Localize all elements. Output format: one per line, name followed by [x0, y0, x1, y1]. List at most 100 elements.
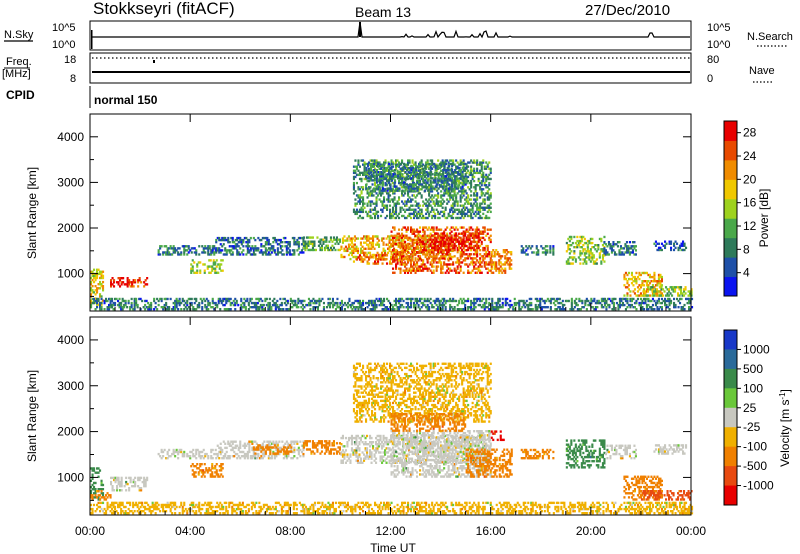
- heatmap-cell: [416, 189, 419, 192]
- heatmap-cell: [467, 236, 470, 239]
- heatmap-cell: [272, 247, 275, 250]
- heatmap-cell: [366, 192, 369, 195]
- heatmap-cell: [452, 159, 455, 162]
- heatmap-cell: [443, 162, 446, 166]
- cpid-label: CPID: [6, 88, 35, 102]
- heatmap-cell: [423, 242, 426, 246]
- heatmap-cell: [376, 241, 379, 244]
- heatmap-cell: [442, 175, 445, 178]
- heatmap-cell: [261, 236, 264, 240]
- heatmap-cell: [396, 238, 399, 242]
- heatmap-cell: [453, 228, 456, 231]
- heatmap-cell: [422, 200, 425, 203]
- heatmap-cell: [544, 249, 547, 252]
- heatmap-cell: [468, 244, 471, 248]
- heatmap-cell: [279, 308, 282, 311]
- heatmap-cell: [105, 297, 108, 301]
- heatmap-cell: [260, 238, 263, 242]
- nsky-trace: [92, 21, 690, 39]
- heatmap-cell: [405, 244, 408, 248]
- heatmap-cell: [389, 216, 392, 220]
- heatmap-cell: [670, 301, 673, 305]
- heatmap-cell: [465, 196, 468, 199]
- heatmap-cell: [456, 179, 459, 183]
- heatmap-cell: [485, 301, 488, 305]
- heatmap-cell: [454, 187, 457, 190]
- heatmap-cell: [393, 196, 396, 199]
- heatmap-cell: [268, 303, 271, 307]
- heatmap-cell: [306, 303, 309, 307]
- heatmap-cell: [626, 286, 629, 289]
- heatmap-cell: [439, 166, 442, 170]
- heatmap-cell: [626, 273, 629, 277]
- heatmap-cell: [293, 238, 296, 242]
- heatmap-cell: [440, 204, 443, 207]
- heatmap-cell: [388, 187, 391, 190]
- heatmap-cell: [347, 243, 350, 246]
- heatmap-cell: [435, 265, 438, 268]
- heatmap-cell: [300, 306, 303, 309]
- heatmap-cell: [247, 303, 250, 307]
- heatmap-cell: [508, 251, 511, 254]
- heatmap-cell: [493, 267, 496, 270]
- heatmap-cell: [641, 308, 644, 311]
- heatmap-cell: [464, 232, 467, 235]
- heatmap-cell: [376, 237, 379, 240]
- heatmap-cell: [452, 198, 455, 201]
- nsky-panel-frame: [89, 20, 692, 51]
- heatmap-cell: [379, 181, 382, 184]
- heatmap-cell: [461, 251, 464, 254]
- heatmap-cell: [429, 249, 432, 252]
- heatmap-cell: [465, 171, 468, 175]
- heatmap-cell: [177, 301, 180, 305]
- heatmap-cell: [486, 204, 489, 207]
- heatmap-cell: [326, 246, 329, 250]
- heatmap-cell: [435, 238, 438, 241]
- heatmap-cell: [483, 301, 486, 305]
- heatmap-cell: [438, 257, 441, 260]
- heatmap-cell: [183, 247, 186, 250]
- heatmap-cell: [419, 226, 422, 229]
- heatmap-cell: [115, 297, 118, 301]
- heatmap-cell: [470, 226, 473, 229]
- heatmap-cell: [505, 261, 508, 264]
- heatmap-cell: [316, 236, 319, 239]
- heatmap-cell: [243, 236, 246, 240]
- heatmap-cell: [489, 192, 492, 195]
- heatmap-cell: [380, 173, 383, 176]
- heatmap-cell: [414, 299, 417, 303]
- heatmap-cell: [198, 245, 201, 248]
- heatmap-cell: [480, 184, 483, 187]
- heatmap-cell: [402, 175, 405, 179]
- heatmap-cell: [236, 236, 239, 240]
- heatmap-cell: [360, 303, 363, 307]
- heatmap-cell: [632, 306, 635, 309]
- heatmap-cell: [367, 247, 370, 250]
- heatmap-cell: [497, 297, 500, 301]
- heatmap-cell: [438, 212, 441, 216]
- heatmap-cell: [627, 288, 630, 291]
- heatmap-cell: [341, 237, 344, 240]
- heatmap-cell: [275, 238, 278, 242]
- heatmap-cell: [588, 241, 591, 245]
- heatmap-cell: [647, 308, 650, 311]
- heatmap-cell: [282, 253, 285, 256]
- heatmap-cell: [499, 265, 502, 268]
- heatmap-cell: [363, 161, 366, 164]
- heatmap-cell: [228, 245, 231, 248]
- heatmap-cell: [413, 251, 416, 254]
- heatmap-cell: [455, 269, 458, 272]
- heatmap-cell: [482, 198, 485, 201]
- heatmap-cell: [626, 306, 629, 309]
- heatmap-cell: [310, 240, 313, 243]
- heatmap-cell: [453, 192, 456, 195]
- heatmap-cell: [528, 297, 531, 301]
- heatmap-cell: [443, 303, 446, 307]
- heatmap-cell: [431, 216, 434, 220]
- heatmap-cell: [100, 274, 103, 278]
- heatmap-cell: [257, 247, 260, 250]
- heatmap-cell: [648, 299, 651, 303]
- heatmap-cell: [395, 188, 398, 191]
- heatmap-cell: [502, 263, 505, 266]
- heatmap-cell: [485, 192, 488, 195]
